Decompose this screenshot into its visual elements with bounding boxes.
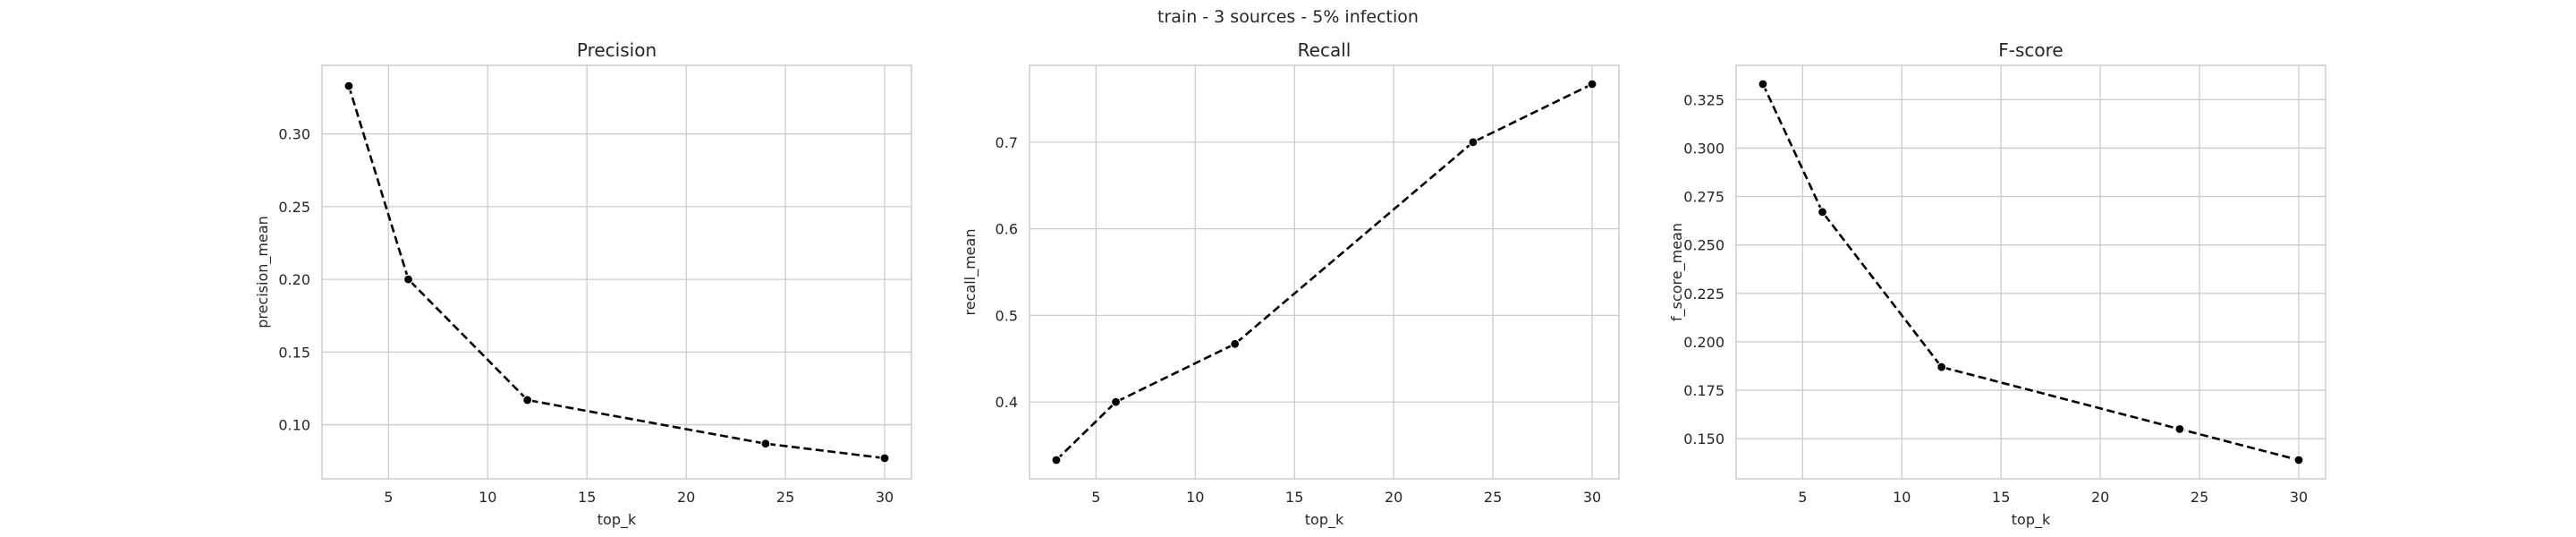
x-tick-label: 30 [1583,489,1601,506]
data-point [1817,207,1828,217]
chart-1: 5 10 15 20 25 30 0.10 0.15 0.20 0.25 0.30 Precision… [254,39,912,529]
x-tick-label: 15 [1992,489,2010,506]
y-tick-label: 0.6 [996,221,1018,238]
x-tick-label: 25 [1484,489,1502,506]
data-point [2293,455,2304,465]
x-axis-label: top_k [1305,511,1344,529]
y-tick-label: 0.175 [1683,382,1724,399]
axes-frame [321,64,912,480]
series-line [1055,82,1593,461]
chart-title: Recall [1298,39,1352,61]
data-point [1230,338,1241,349]
chart-title: F-score [1998,39,2063,61]
y-tick-label: 0.225 [1683,286,1724,303]
x-tick-label: 5 [1091,489,1100,506]
data-point [1110,396,1122,407]
plot-area [1736,65,2326,479]
x-axis-label: top_k [597,511,637,529]
axes-frame [1735,64,2326,480]
data-point [2174,423,2185,434]
data-point [1936,362,1947,372]
x-tick-label: 30 [876,489,894,506]
y-tick-label: 0.7 [996,134,1018,151]
x-tick-label: 15 [1285,489,1303,506]
chart-3: 5 10 15 20 25 30 0.150 0.175 0.200 0.225 0.250 0.27… [1668,39,2326,529]
y-tick-label: 0.10 [278,417,310,434]
data-point [1587,79,1597,90]
series-line [347,85,886,460]
y-axis-label: f_score_mean [1668,223,1686,321]
figure-suptitle: train - 3 sources - 5% infection [1157,7,1419,27]
axes-frame [1029,64,1620,480]
y-tick-label: 0.25 [278,199,310,216]
x-tick-label: 20 [677,489,695,506]
x-tick-label: 25 [2190,489,2208,506]
x-tick-label: 10 [1186,489,1204,506]
data-point [1468,137,1479,148]
data-point [343,81,354,91]
x-tick-label: 20 [1385,489,1402,506]
plot-area [1030,65,1619,479]
y-tick-label: 0.250 [1683,237,1724,254]
chart-2: 5 10 15 20 25 30 0.4 0.5 0.6 0.7 Recall top_k recall… [962,39,1620,529]
y-tick-label: 0.15 [278,344,310,361]
y-axis-label: precision_mean [254,216,272,328]
x-tick-label: 30 [2290,489,2308,506]
y-tick-label: 0.150 [1683,430,1724,448]
y-tick-label: 0.5 [996,307,1018,324]
y-tick-label: 0.30 [278,126,310,143]
x-tick-label: 10 [479,489,496,506]
y-tick-label: 0.200 [1683,334,1724,351]
y-tick-label: 0.300 [1683,140,1724,157]
data-point [879,453,890,464]
x-axis-label: top_k [2012,511,2051,529]
data-point [760,439,771,449]
series-line [1761,83,2300,462]
x-tick-label: 15 [578,489,596,506]
x-tick-label: 5 [384,489,393,506]
x-tick-label: 20 [2091,489,2109,506]
y-tick-label: 0.20 [278,271,310,288]
data-point [1758,79,1768,90]
data-point [522,395,533,405]
y-tick-label: 0.275 [1683,189,1724,206]
y-tick-label: 0.325 [1683,91,1724,108]
x-tick-label: 10 [1893,489,1911,506]
x-tick-label: 25 [776,489,794,506]
data-point [402,274,414,285]
y-tick-label: 0.4 [996,394,1018,411]
data-point [1051,455,1062,465]
x-tick-label: 5 [1798,489,1807,506]
y-axis-label: recall_mean [962,229,979,316]
chart-title: Precision [577,39,657,61]
